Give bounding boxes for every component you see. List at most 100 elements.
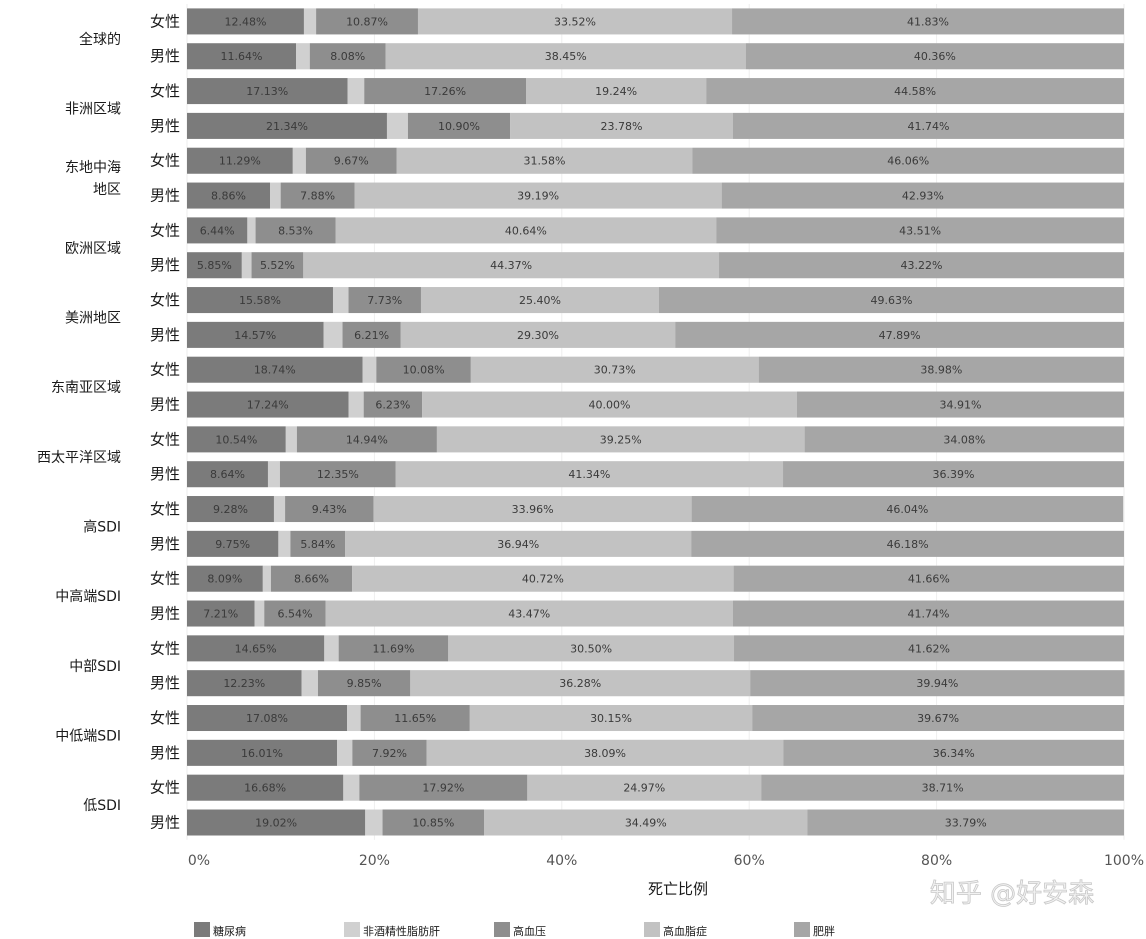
bar-segment-4 [400, 321, 676, 348]
segment-data-label: 6.21% [354, 329, 389, 342]
bar-segment-5 [675, 321, 1124, 348]
segment-data-label: 41.74% [907, 608, 949, 621]
bar-segment-1 [187, 774, 344, 801]
bar-segment-2 [267, 461, 280, 488]
bar-segment-1 [187, 705, 348, 732]
bar-segment-3 [363, 391, 423, 418]
bar-segment-3 [296, 426, 437, 453]
bar-segment-4 [484, 809, 808, 836]
segment-data-label: 40.00% [589, 399, 631, 412]
bar-segment-2 [343, 774, 360, 801]
bar-segment-5 [796, 391, 1124, 418]
x-tick-label: 20% [359, 853, 390, 869]
segment-data-label: 6.44% [200, 224, 235, 237]
segment-data-label: 12.48% [224, 15, 266, 28]
bar-segment-5 [691, 496, 1124, 523]
bar-segment-5 [732, 8, 1124, 35]
segment-data-label: 9.43% [312, 503, 347, 516]
region-label: 地区 [93, 182, 121, 198]
bar-segment-1 [187, 530, 279, 557]
legend-label: 高血脂症 [663, 924, 707, 938]
bar-segment-3 [338, 635, 449, 662]
bar-segment-5 [804, 426, 1124, 453]
segment-data-label: 41.62% [908, 642, 950, 655]
segment-data-label: 47.89% [879, 329, 921, 342]
sex-label: 女性 [150, 152, 180, 170]
bar-segment-2 [296, 43, 310, 70]
bar-segment-1 [187, 391, 349, 418]
bar-segment-3 [309, 43, 386, 70]
bar-segment-1 [187, 321, 324, 348]
bar-segment-3 [376, 356, 471, 383]
segment-data-label: 38.98% [920, 364, 962, 377]
segment-data-label: 33.96% [512, 503, 554, 516]
region-label: 欧洲区域 [65, 241, 121, 257]
segment-data-label: 12.35% [317, 468, 359, 481]
segment-data-label: 38.45% [545, 50, 587, 63]
bar-segment-2 [247, 217, 256, 244]
bar-segment-5 [733, 565, 1124, 592]
segment-data-label: 39.25% [600, 433, 642, 446]
segment-data-label: 11.69% [372, 642, 414, 655]
bar-segment-3 [352, 739, 427, 766]
segment-data-label: 10.85% [412, 817, 454, 830]
segment-data-label: 8.86% [211, 190, 246, 203]
bar-segment-3 [360, 705, 470, 732]
segment-data-label: 46.06% [887, 155, 929, 168]
bar-segment-5 [807, 809, 1124, 836]
sex-label: 女性 [150, 82, 180, 100]
segment-data-label: 17.26% [424, 85, 466, 98]
bar-segment-4 [396, 147, 693, 174]
bar-segment-1 [187, 43, 297, 70]
bar-segment-5 [658, 287, 1124, 314]
region-label: 中部SDI [69, 659, 121, 675]
segment-data-label: 41.34% [568, 468, 610, 481]
bar-segment-5 [750, 670, 1125, 697]
bar-segment-4 [526, 78, 707, 105]
bar-segment-2 [273, 496, 286, 523]
segment-data-label: 34.49% [625, 817, 667, 830]
segment-data-label: 34.08% [943, 433, 985, 446]
segment-data-label: 38.71% [922, 782, 964, 795]
bar-segment-4 [345, 530, 692, 557]
bar-segment-2 [332, 287, 349, 314]
segment-data-label: 18.74% [254, 364, 296, 377]
bar-segment-3 [342, 321, 401, 348]
bar-segment-4 [510, 112, 733, 139]
bar-segment-2 [270, 182, 281, 209]
bar-segment-4 [385, 43, 746, 70]
segment-data-label: 29.30% [517, 329, 559, 342]
segment-data-label: 33.79% [945, 817, 987, 830]
bar-segment-1 [187, 809, 366, 836]
region-label: 美洲地区 [65, 310, 121, 326]
bar-segment-1 [187, 78, 348, 105]
segment-data-label: 17.08% [246, 712, 288, 725]
bar-segment-1 [187, 635, 325, 662]
bar-segment-2 [323, 321, 343, 348]
x-tick-label: 40% [546, 853, 577, 869]
bar-segment-2 [362, 356, 377, 383]
bar-segment-3 [317, 670, 411, 697]
region-label: 东南亚区域 [51, 380, 121, 396]
bar-segment-1 [187, 496, 274, 523]
segment-data-label: 8.53% [278, 224, 313, 237]
region-label: 全球的 [79, 31, 121, 48]
bar-segment-3 [285, 496, 374, 523]
sex-label: 女性 [150, 361, 180, 379]
segment-data-label: 41.66% [908, 573, 950, 586]
segment-data-label: 40.64% [505, 224, 547, 237]
bar-segment-3 [290, 530, 346, 557]
segment-data-label: 34.91% [939, 399, 981, 412]
bar-segment-4 [417, 8, 733, 35]
bar-segment-5 [783, 461, 1124, 488]
bar-segment-2 [303, 8, 317, 35]
segment-data-label: 10.54% [215, 433, 257, 446]
segment-data-label: 42.93% [902, 190, 944, 203]
bar-segment-1 [187, 356, 363, 383]
bar-segment-4 [352, 565, 734, 592]
segment-data-label: 9.28% [213, 503, 248, 516]
segment-data-label: 6.54% [277, 608, 312, 621]
segment-data-label: 30.73% [594, 364, 636, 377]
sex-label: 女性 [150, 639, 180, 657]
